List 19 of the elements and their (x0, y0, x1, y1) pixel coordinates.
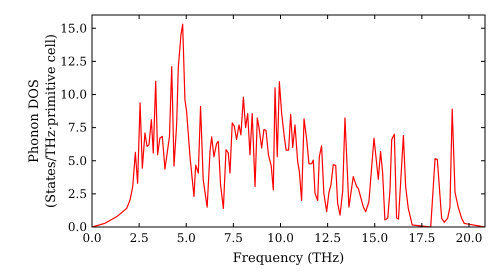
x-tick-label: 2.5 (130, 231, 149, 245)
y-axis-title: Phonon DOS (States/THz·primitive cell) (27, 34, 59, 208)
x-axis-title: Frequency (THz) (232, 251, 344, 266)
y-tick-label: 15.0 (60, 21, 87, 36)
x-tick-label: 10.0 (267, 231, 294, 245)
y-tick-label: 0.0 (68, 220, 87, 234)
x-tick-label: 0.0 (82, 231, 102, 245)
x-tick-label: 20.0 (456, 231, 482, 245)
x-tick-label: 5.0 (176, 231, 196, 245)
x-tick-label: 17.5 (408, 231, 436, 245)
x-tick-label: 15.0 (361, 231, 388, 245)
y-tick-label: 2.5 (68, 186, 87, 201)
x-tick-label: 12.5 (314, 231, 341, 245)
y-tick-label: 5.0 (68, 154, 87, 168)
y-tick-label: 10.0 (60, 88, 87, 102)
x-tick-label: 7.5 (224, 231, 243, 245)
line-series (92, 24, 485, 227)
y-tick-label: 12.5 (60, 54, 87, 68)
y-tick-label: 7.5 (68, 120, 87, 135)
